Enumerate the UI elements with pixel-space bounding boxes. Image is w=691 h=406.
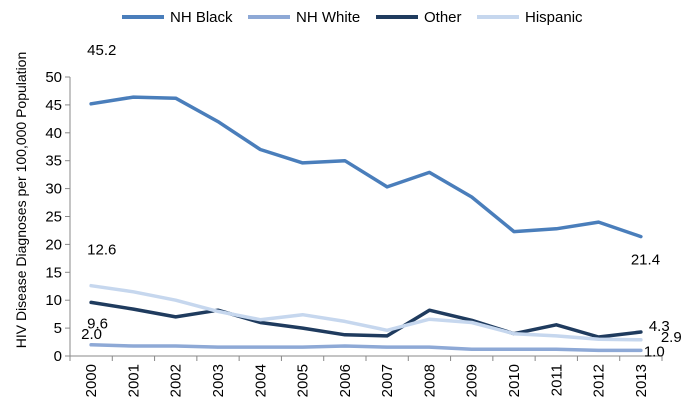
x-tick-label: 2003 — [210, 364, 227, 397]
y-tick-label: 5 — [54, 320, 62, 337]
data-label: 45.2 — [87, 42, 116, 59]
data-label: 4.3 — [649, 318, 670, 335]
y-axis-label: HIV Disease Diagnoses per 100,000 Popula… — [13, 52, 29, 349]
series-line-nh-black — [89, 95, 643, 239]
data-label: 21.4 — [631, 252, 660, 269]
series-line-hispanic — [89, 283, 643, 342]
x-tick-label: 2001 — [125, 364, 142, 397]
x-tick-label: 2013 — [633, 364, 650, 397]
x-tick-label: 2010 — [506, 364, 523, 397]
x-tick-label: 2011 — [548, 364, 565, 396]
legend-label-nh-black: NH Black — [170, 9, 233, 26]
legend-label-hispanic: Hispanic — [525, 9, 583, 26]
x-tick-label: 2002 — [168, 364, 185, 397]
y-tick-label: 10 — [45, 292, 62, 309]
y-tick-label: 50 — [45, 69, 62, 86]
x-tick-label: 2005 — [295, 364, 312, 397]
y-tick-label: 45 — [45, 97, 62, 114]
x-tick-label: 2007 — [379, 364, 396, 397]
x-tick-label: 2012 — [591, 364, 608, 397]
series-lines — [89, 95, 643, 353]
legend-label-other: Other — [424, 9, 462, 26]
y-tick-label: 30 — [45, 181, 62, 198]
data-labels: 45.2 21.4 12.6 9.62.0 4.32.91.0 — [81, 42, 682, 361]
x-tick-label: 2008 — [421, 364, 438, 397]
data-label: 12.6 — [87, 242, 116, 259]
x-tick-label: 2009 — [464, 364, 481, 397]
axes: 0 5 10 15 20 25 30 35 40 45 50 2000 2001 2002 2003 2004… — [45, 69, 663, 397]
y-tick-label: 35 — [45, 153, 62, 170]
data-label: 2.9 — [661, 329, 682, 346]
data-label: 2.0 — [81, 326, 102, 343]
series-line-nh-white — [89, 343, 643, 353]
x-tick-label: 2006 — [337, 364, 354, 397]
y-tick-label: 15 — [45, 264, 62, 281]
x-tick-label: 2004 — [252, 364, 269, 397]
y-tick-label: 25 — [45, 209, 62, 226]
y-tick-label: 0 — [54, 348, 62, 365]
data-label: 9.6 — [87, 315, 108, 332]
x-tick-label: 2000 — [83, 364, 100, 397]
series-line-other — [89, 300, 643, 339]
legend-label-nh-white: NH White — [296, 9, 360, 26]
y-tick-label: 20 — [45, 236, 62, 253]
data-label: 1.0 — [644, 343, 665, 360]
legend: NH Black NH White Other Hispanic — [122, 9, 583, 26]
y-tick-label: 40 — [45, 125, 62, 142]
